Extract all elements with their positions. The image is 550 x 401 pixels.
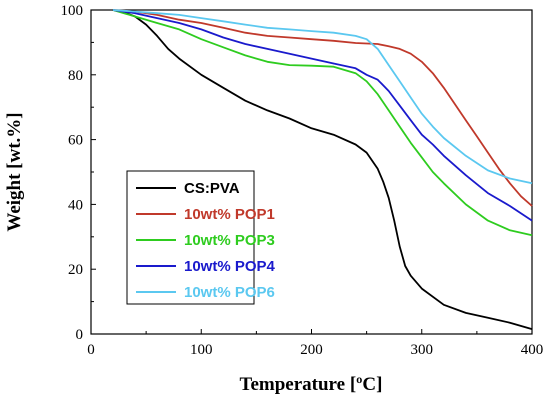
x-tick-label: 400 (521, 342, 544, 358)
y-tick-label: 40 (68, 197, 83, 213)
y-tick-label: 60 (68, 133, 83, 149)
legend-label: 10wt% POP1 (184, 206, 275, 223)
x-tick-label: 300 (411, 342, 434, 358)
legend-box (126, 170, 255, 305)
legend: CS:PVA 10wt% POP1 10wt% POP3 10wt% POP4 10wt… (126, 170, 276, 305)
series-line-1 (112, 9, 533, 207)
y-tick-label: 100 (61, 3, 84, 19)
y-tick-label: 0 (76, 327, 84, 343)
x-tick-label: 200 (300, 342, 323, 358)
y-tick-label: 20 (68, 262, 83, 278)
series-line-2 (112, 9, 533, 237)
legend-label: 10wt% POP3 (184, 232, 275, 249)
y-tick-label: 80 (68, 68, 83, 84)
legend-label: 10wt% POP4 (184, 258, 276, 275)
axis-ticks: 0 100 200 300 400 0 20 40 60 80 100 (61, 3, 544, 358)
series-lines (112, 9, 533, 330)
legend-label: 10wt% POP6 (184, 284, 275, 301)
series-line-4 (112, 9, 533, 185)
legend-label: CS:PVA (184, 180, 240, 197)
x-tick-label: 0 (87, 342, 95, 358)
series-line-0 (112, 9, 533, 330)
x-tick-label: 100 (190, 342, 213, 358)
y-axis-title: Weight [wt.%] (4, 112, 25, 231)
series-line-3 (112, 9, 533, 222)
x-axis-title: Temperature [ºC] (240, 374, 383, 395)
